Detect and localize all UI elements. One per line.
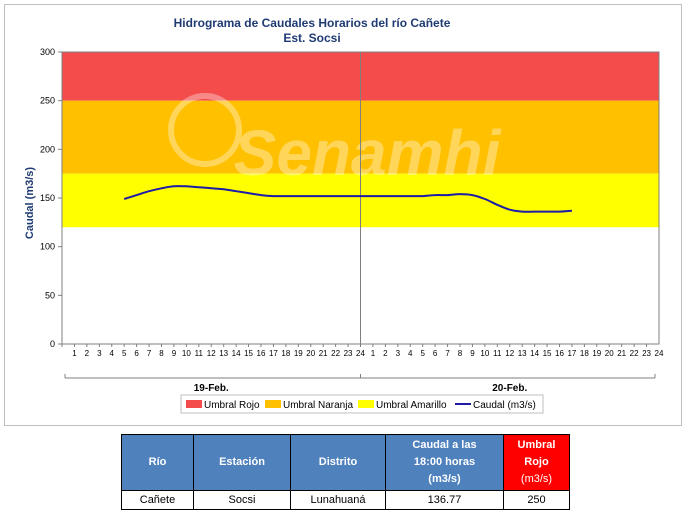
x-tick-label: 16 xyxy=(257,349,266,358)
x-tick-label: 7 xyxy=(147,349,152,358)
x-tick-label: 12 xyxy=(207,349,216,358)
x-tick-label: 13 xyxy=(219,349,228,358)
cell-estacion: Socsi xyxy=(193,490,291,510)
x-tick-label: 19 xyxy=(592,349,601,358)
y-tick-label: 200 xyxy=(40,144,55,154)
x-tick-label: 3 xyxy=(97,349,102,358)
y-tick-label: 250 xyxy=(40,96,55,106)
header-rio: Río xyxy=(121,434,194,491)
watermark-sun-icon xyxy=(168,93,242,167)
header-caudal: Caudal a las 18:00 horas (m3/s) xyxy=(385,434,504,491)
x-tick-label: 8 xyxy=(458,349,463,358)
x-tick-label: 17 xyxy=(567,349,576,358)
y-tick-label: 0 xyxy=(50,339,55,349)
x-tick-label: 6 xyxy=(134,349,139,358)
x-tick-label: 22 xyxy=(331,349,340,358)
x-tick-label: 15 xyxy=(543,349,552,358)
x-tick-label: 2 xyxy=(383,349,388,358)
x-tick-label: 5 xyxy=(420,349,425,358)
x-tick-label: 18 xyxy=(281,349,290,358)
chart-legend: Umbral Rojo Umbral Naranja Umbral Amaril… xyxy=(180,394,544,414)
x-tick-label: 19 xyxy=(294,349,303,358)
x-tick-label: 18 xyxy=(580,349,589,358)
x-tick-label: 10 xyxy=(480,349,489,358)
legend-label-caudal: Caudal (m3/s) xyxy=(473,400,536,411)
x-tick-label: 1 xyxy=(371,349,376,358)
summary-table: Río Estación Distrito Caudal a las 18:00… xyxy=(121,434,570,510)
cell-distrito: Lunahuaná xyxy=(290,490,386,510)
header-umbral-line1: Umbral xyxy=(517,439,556,451)
x-tick-label: 3 xyxy=(396,349,401,358)
x-tick-label: 24 xyxy=(356,349,365,358)
y-tick-label: 300 xyxy=(40,47,55,57)
x-tick-label: 17 xyxy=(269,349,278,358)
x-tick-label: 11 xyxy=(493,349,502,358)
x-tick-label: 11 xyxy=(195,349,204,358)
legend-swatch-amarillo xyxy=(358,400,374,408)
x-tick-label: 21 xyxy=(319,349,328,358)
header-umbral-line3: (m3/s) xyxy=(520,473,553,485)
x-tick-label: 14 xyxy=(530,349,539,358)
x-tick-label: 7 xyxy=(445,349,450,358)
x-tick-label: 5 xyxy=(122,349,127,358)
x-tick-label: 6 xyxy=(433,349,438,358)
x-tick-label: 2 xyxy=(85,349,90,358)
legend-label-amarillo: Umbral Amarillo xyxy=(376,400,447,411)
x-tick-label: 23 xyxy=(642,349,651,358)
header-distrito: Distrito xyxy=(290,434,386,491)
cell-umbral: 250 xyxy=(503,490,570,510)
table-row: Cañete Socsi Lunahuaná 136.77 250 xyxy=(121,490,570,510)
header-estacion: Estación xyxy=(193,434,291,491)
legend-label-rojo: Umbral Rojo xyxy=(204,400,260,411)
x-tick-label: 4 xyxy=(408,349,413,358)
legend-swatch-naranja xyxy=(265,400,281,408)
x-tick-label: 23 xyxy=(344,349,353,358)
legend-label-naranja: Umbral Naranja xyxy=(283,400,353,411)
x-tick-label: 8 xyxy=(159,349,164,358)
chart-frame: Hidrograma de Caudales Horarios del río … xyxy=(4,4,682,426)
x-tick-label: 14 xyxy=(232,349,241,358)
x-tick-label: 20 xyxy=(605,349,614,358)
x-tick-label: 13 xyxy=(518,349,527,358)
x-tick-label: 1 xyxy=(72,349,77,358)
watermark-text: Senamhi xyxy=(234,117,502,189)
x-tick-label: 15 xyxy=(244,349,253,358)
x-tick-label: 4 xyxy=(110,349,115,358)
x-tick-label: 12 xyxy=(505,349,514,358)
legend-swatch-rojo xyxy=(186,400,202,408)
cell-rio: Cañete xyxy=(121,490,194,510)
header-caudal-line2: 18:00 horas xyxy=(413,456,476,468)
x-tick-label: 20 xyxy=(306,349,315,358)
x-tick-label: 16 xyxy=(555,349,564,358)
day-label: 19-Feb. xyxy=(194,383,229,394)
x-tick-label: 10 xyxy=(182,349,191,358)
y-tick-label: 150 xyxy=(40,193,55,203)
x-tick-label: 9 xyxy=(172,349,177,358)
day-label: 20-Feb. xyxy=(492,383,527,394)
x-tick-label: 24 xyxy=(655,349,664,358)
y-tick-label: 50 xyxy=(45,290,55,300)
x-tick-label: 9 xyxy=(470,349,475,358)
chart-title: Hidrograma de Caudales Horarios del río … xyxy=(174,16,451,30)
table-header-row: Río Estación Distrito Caudal a las 18:00… xyxy=(121,434,570,491)
header-umbral-line2: Rojo xyxy=(524,456,549,468)
chart-subtitle: Est. Socsi xyxy=(283,31,340,45)
y-axis-label: Caudal (m3/s) xyxy=(24,167,36,239)
cell-caudal: 136.77 xyxy=(385,490,504,510)
hydrograph-chart: Hidrograma de Caudales Horarios del río … xyxy=(24,16,664,414)
series-line-caudal xyxy=(123,185,572,213)
header-caudal-line3: (m3/s) xyxy=(428,473,461,485)
header-umbral: Umbral Rojo (m3/s) xyxy=(503,434,570,491)
x-tick-label: 21 xyxy=(617,349,626,358)
header-caudal-line1: Caudal a las xyxy=(412,439,477,451)
x-tick-label: 22 xyxy=(630,349,639,358)
y-tick-label: 100 xyxy=(40,242,55,252)
